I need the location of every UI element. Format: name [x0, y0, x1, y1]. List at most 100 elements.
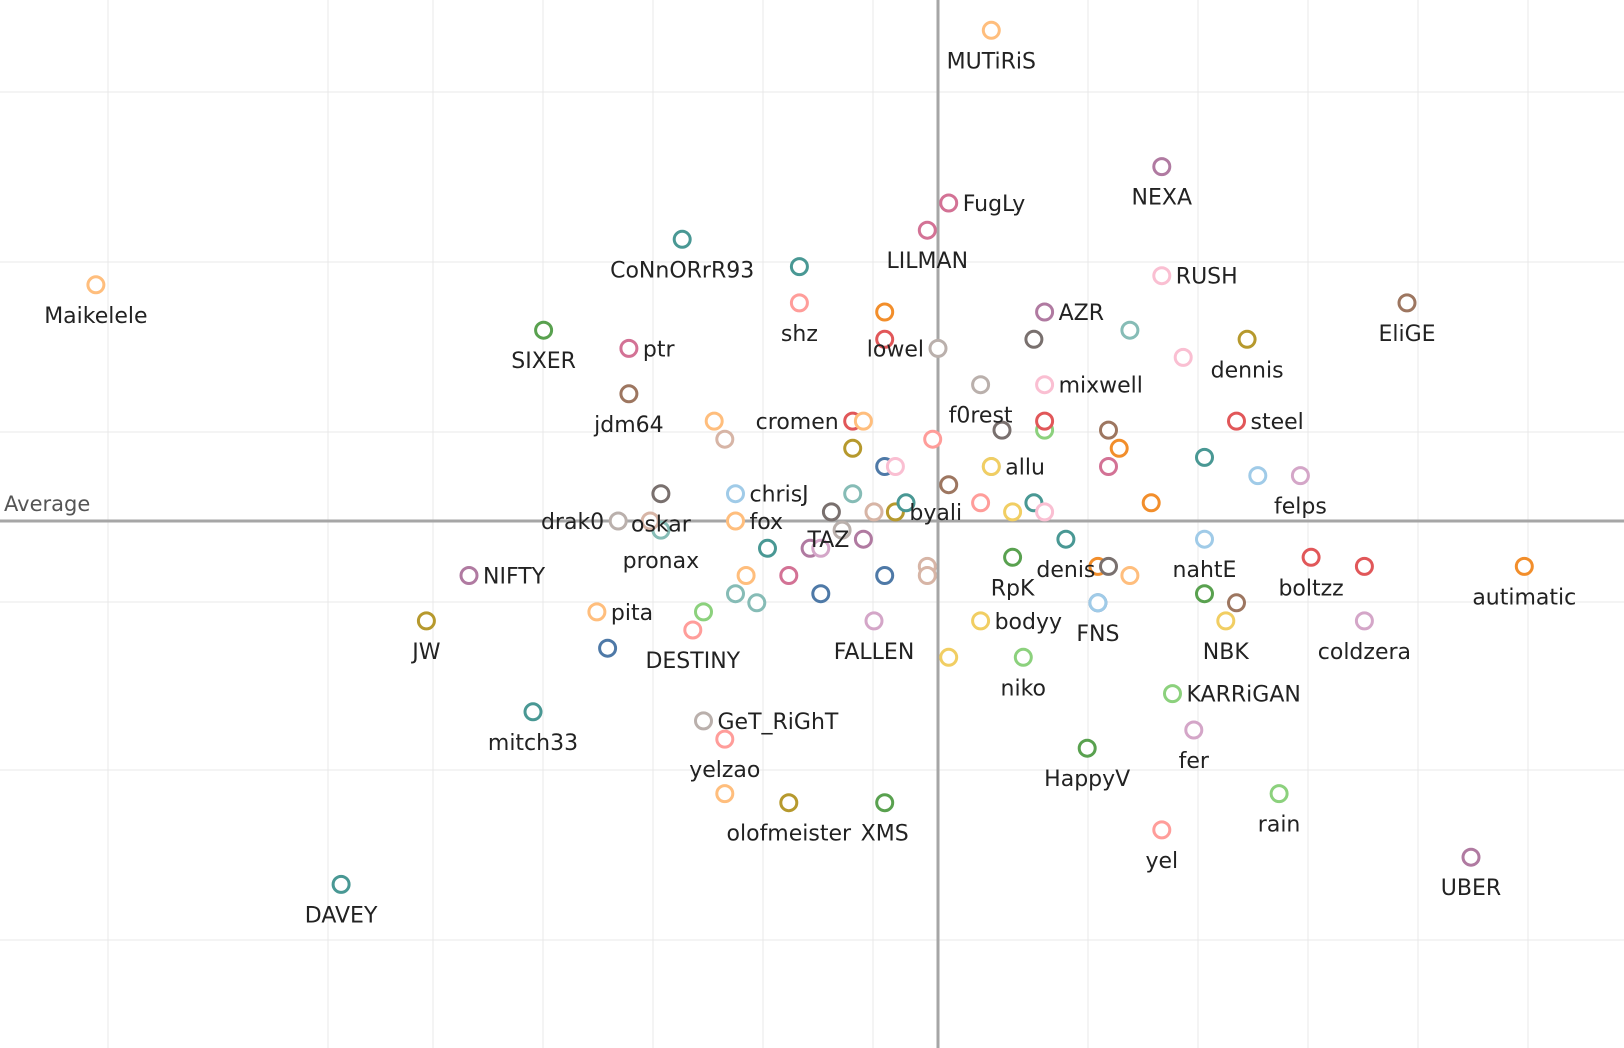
data-point-olofmeister[interactable] — [779, 793, 799, 813]
data-point-maikelele[interactable] — [86, 275, 106, 295]
data-point[interactable] — [875, 566, 895, 585]
data-point-elige[interactable] — [1397, 293, 1417, 313]
data-point-dennis[interactable] — [1237, 329, 1257, 349]
data-point-rain[interactable] — [1269, 784, 1289, 804]
data-point-azr[interactable] — [1035, 302, 1055, 322]
data-point[interactable] — [789, 257, 809, 277]
data-point-mixwell[interactable] — [1035, 375, 1055, 395]
data-point-nbk[interactable] — [1216, 611, 1236, 631]
data-point[interactable] — [726, 584, 745, 604]
data-point[interactable] — [715, 429, 735, 449]
data-point-denis[interactable] — [1056, 529, 1076, 549]
data-point-lowel[interactable] — [928, 338, 948, 358]
data-point-connorrr93[interactable] — [672, 229, 692, 249]
data-point[interactable] — [832, 520, 852, 540]
data-point-jdm64[interactable] — [619, 384, 639, 404]
data-point[interactable] — [1003, 502, 1023, 522]
data-point-nexa[interactable] — [1152, 157, 1172, 177]
data-point-get_right[interactable] — [694, 711, 713, 731]
data-point-sixer[interactable] — [534, 320, 554, 340]
data-point[interactable] — [1195, 584, 1214, 604]
data-point[interactable] — [758, 538, 777, 558]
data-point-nahte[interactable] — [1195, 529, 1214, 549]
data-point[interactable] — [1354, 556, 1374, 576]
data-point-boltzz[interactable] — [1301, 547, 1321, 567]
data-point-uber[interactable] — [1461, 847, 1481, 867]
data-point-f0rest[interactable] — [971, 375, 991, 395]
data-point-felps[interactable] — [1290, 466, 1310, 486]
data-point-bodyy[interactable] — [971, 611, 991, 631]
data-point[interactable] — [864, 502, 884, 522]
data-point[interactable] — [715, 784, 735, 804]
data-point-jw[interactable] — [416, 611, 436, 631]
data-point-rpk[interactable] — [1003, 547, 1023, 567]
data-point-coldzera[interactable] — [1354, 611, 1374, 631]
data-point-chrisj[interactable] — [726, 484, 745, 504]
data-point[interactable] — [811, 584, 831, 604]
data-point-ptr[interactable] — [619, 338, 639, 358]
data-point[interactable] — [1195, 447, 1214, 467]
data-point[interactable] — [843, 438, 863, 458]
data-point-karrigan[interactable] — [1163, 684, 1182, 704]
data-point-mutiris[interactable] — [981, 20, 1001, 40]
data-point[interactable] — [1173, 347, 1193, 367]
data-point[interactable] — [875, 302, 895, 322]
data-point[interactable] — [1120, 566, 1140, 585]
data-point-fox[interactable] — [726, 511, 745, 531]
data-point-davey[interactable] — [331, 874, 351, 894]
data-point[interactable] — [694, 602, 713, 622]
data-point[interactable] — [939, 475, 959, 495]
data-point-lilman[interactable] — [917, 220, 937, 240]
data-point-fallen[interactable] — [864, 611, 884, 631]
data-point[interactable] — [923, 429, 943, 449]
data-point-happyv[interactable] — [1077, 738, 1097, 758]
data-point-taz[interactable] — [853, 529, 873, 549]
data-point-yel[interactable] — [1152, 820, 1172, 840]
data-point[interactable] — [1141, 493, 1161, 513]
data-point[interactable] — [1109, 438, 1129, 458]
data-point[interactable] — [1248, 466, 1268, 486]
data-point[interactable] — [1099, 556, 1118, 576]
data-point[interactable] — [981, 457, 1001, 476]
data-point[interactable] — [896, 493, 916, 513]
data-point[interactable] — [875, 329, 895, 349]
data-point-destiny[interactable] — [683, 620, 703, 640]
data-point-fugly[interactable] — [939, 193, 959, 213]
data-point[interactable] — [1099, 457, 1118, 476]
data-point-fer[interactable] — [1184, 720, 1204, 740]
data-point[interactable] — [1035, 502, 1055, 522]
data-point[interactable] — [1035, 411, 1055, 431]
data-point[interactable] — [939, 647, 959, 667]
data-point-autimatic[interactable] — [1514, 556, 1534, 576]
data-point[interactable] — [640, 511, 660, 531]
data-point-pita[interactable] — [587, 602, 607, 622]
data-point-yelzao[interactable] — [715, 729, 735, 749]
data-point-steel[interactable] — [1227, 411, 1246, 431]
data-point[interactable] — [821, 502, 841, 522]
data-point-nifty[interactable] — [459, 566, 479, 585]
data-point[interactable] — [704, 411, 724, 431]
data-point[interactable] — [779, 566, 799, 585]
data-point[interactable] — [917, 566, 937, 585]
data-point[interactable] — [1099, 420, 1118, 440]
data-point-niko[interactable] — [1013, 647, 1033, 667]
data-point[interactable] — [1227, 593, 1246, 613]
data-point-rush[interactable] — [1152, 266, 1172, 286]
data-point[interactable] — [811, 538, 831, 558]
data-point[interactable] — [1024, 329, 1044, 349]
data-point[interactable] — [1088, 593, 1108, 613]
data-point[interactable] — [736, 566, 756, 585]
data-point-xms[interactable] — [875, 793, 895, 813]
data-point[interactable] — [992, 420, 1012, 440]
data-point[interactable] — [843, 484, 863, 504]
data-point-shz[interactable] — [789, 293, 809, 313]
data-point-mitch33[interactable] — [523, 702, 543, 722]
data-point[interactable] — [971, 493, 991, 513]
data-point-oskar[interactable] — [651, 484, 671, 504]
data-point[interactable] — [598, 638, 618, 658]
data-point[interactable] — [747, 593, 767, 613]
data-point[interactable] — [1120, 320, 1140, 340]
data-point[interactable] — [853, 411, 873, 431]
data-point-drak0[interactable] — [608, 511, 628, 531]
data-point[interactable] — [885, 457, 905, 476]
